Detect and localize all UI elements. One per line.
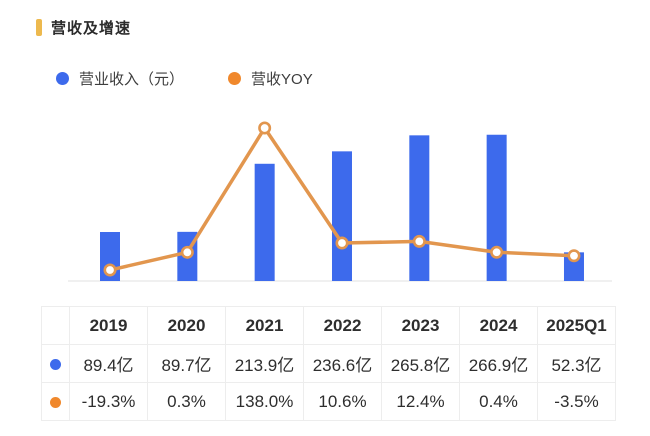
table-header-2025Q1: 2025Q1 — [537, 306, 616, 345]
table-header-2023: 2023 — [381, 306, 460, 345]
table-cell-2021-revenue: 213.9亿 — [225, 344, 304, 383]
table-header-row: 2019 2020 2021 2022 2023 2024 2025Q1 — [41, 306, 616, 345]
title-accent-bar-icon — [36, 19, 42, 36]
table-cell-2023-revenue: 265.8亿 — [381, 344, 460, 383]
revenue-dot-icon — [50, 358, 61, 370]
bar-2023 — [409, 135, 430, 281]
yoy-marker-2024 — [490, 245, 504, 259]
table-corner-cell — [41, 306, 70, 345]
table-cell-2021-yoy: 138.0% — [225, 382, 304, 421]
bar-2024 — [486, 134, 507, 281]
legend-label-yoy: 营收YOY — [251, 71, 313, 88]
yoy-marker-2019 — [103, 263, 117, 277]
table-cell-2022-yoy: 10.6% — [303, 382, 382, 421]
table-cell-2022-revenue: 236.6亿 — [303, 344, 382, 383]
row-series-dot-cell — [41, 344, 70, 383]
yoy-marker-2025Q1 — [567, 249, 581, 263]
table-header-2021: 2021 — [225, 306, 304, 345]
table-header-2020: 2020 — [147, 306, 226, 345]
revenue-growth-chart — [68, 121, 612, 282]
table-row-revenue: 89.4亿 89.7亿 213.9亿 236.6亿 265.8亿 266.9亿 52.3亿 — [41, 344, 616, 383]
yoy-marker-2020 — [180, 245, 194, 259]
revenue-dot-icon — [56, 72, 69, 85]
card-header: 营收及增速 — [36, 17, 131, 38]
data-table: 2019 2020 2021 2022 2023 2024 2025Q1 89.4亿 89.7… — [41, 306, 616, 421]
yoy-marker-2021 — [258, 121, 272, 135]
legend-item-yoy: 营收YOY — [228, 68, 313, 89]
table-cell-2020-revenue: 89.7亿 — [147, 344, 226, 383]
yoy-dot-icon — [50, 396, 61, 408]
row-series-dot-cell — [41, 382, 70, 421]
yoy-marker-2023 — [412, 234, 426, 248]
page-title: 营收及增速 — [51, 20, 132, 37]
table-header-2019: 2019 — [69, 306, 148, 345]
yoy-marker-2022 — [335, 236, 349, 250]
chart-legend: 营业收入（元） 营收YOY — [56, 68, 313, 89]
table-cell-2019-revenue: 89.4亿 — [69, 344, 148, 383]
legend-label-revenue: 营业收入（元） — [79, 71, 185, 88]
bar-2022 — [331, 151, 352, 281]
table-cell-2025Q1-revenue: 52.3亿 — [537, 344, 616, 383]
table-row-yoy: -19.3% 0.3% 138.0% 10.6% 12.4% 0.4% -3.5% — [41, 382, 616, 421]
table-header-2022: 2022 — [303, 306, 382, 345]
table-header-2024: 2024 — [459, 306, 538, 345]
table-cell-2023-yoy: 12.4% — [381, 382, 460, 421]
table-cell-2020-yoy: 0.3% — [147, 382, 226, 421]
yoy-dot-icon — [228, 72, 242, 85]
bar-2021 — [254, 163, 275, 281]
table-cell-2025Q1-yoy: -3.5% — [537, 382, 616, 421]
table-cell-2024-yoy: 0.4% — [459, 382, 538, 421]
legend-item-revenue: 营业收入（元） — [56, 68, 184, 89]
table-cell-2019-yoy: -19.3% — [69, 382, 148, 421]
table-cell-2024-revenue: 266.9亿 — [459, 344, 538, 383]
